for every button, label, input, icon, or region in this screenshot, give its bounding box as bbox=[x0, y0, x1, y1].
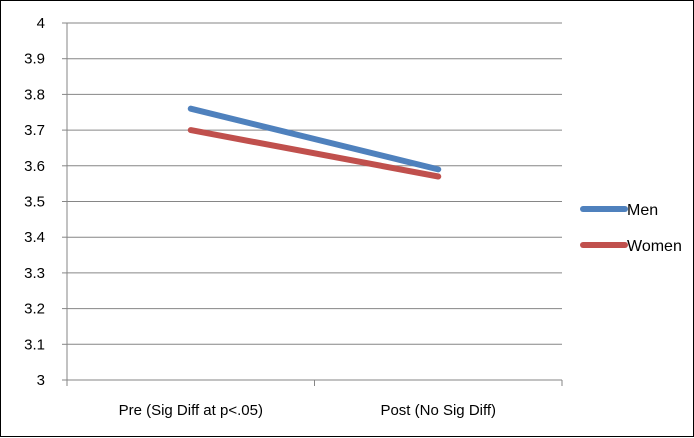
y-tick-label: 3.6 bbox=[24, 158, 45, 175]
y-tick-label: 3 bbox=[37, 372, 45, 389]
series-line-men bbox=[187, 105, 442, 173]
series-lines bbox=[187, 105, 442, 180]
y-tick-label: 3.9 bbox=[24, 51, 45, 68]
y-tick-label: 3.1 bbox=[24, 336, 45, 353]
x-tick-label: Pre (Sig Diff at p<.05) bbox=[119, 402, 263, 419]
series-line-women bbox=[187, 127, 442, 180]
y-tick-labels: 3 3.1 3.2 3.3 3.4 3.5 3.6 3.7 3.8 3.9 4 bbox=[24, 15, 45, 389]
y-tick-label: 3.8 bbox=[24, 86, 45, 103]
y-tick-label: 3.2 bbox=[24, 301, 45, 318]
y-tick-label: 3.4 bbox=[24, 229, 45, 246]
legend-label-women: Women bbox=[627, 238, 682, 255]
legend: Men Women bbox=[580, 202, 682, 255]
y-tick-label: 3.3 bbox=[24, 265, 45, 282]
y-tick-label: 3.5 bbox=[24, 194, 45, 211]
y-tick-label: 4 bbox=[37, 15, 45, 32]
legend-label-men: Men bbox=[627, 202, 658, 219]
x-tick-labels: Pre (Sig Diff at p<.05) Post (No Sig Diff… bbox=[119, 402, 496, 419]
y-tick-label: 3.7 bbox=[24, 122, 45, 139]
axes bbox=[62, 22, 563, 386]
x-tick-label: Post (No Sig Diff) bbox=[380, 402, 496, 419]
gridlines bbox=[67, 22, 562, 345]
